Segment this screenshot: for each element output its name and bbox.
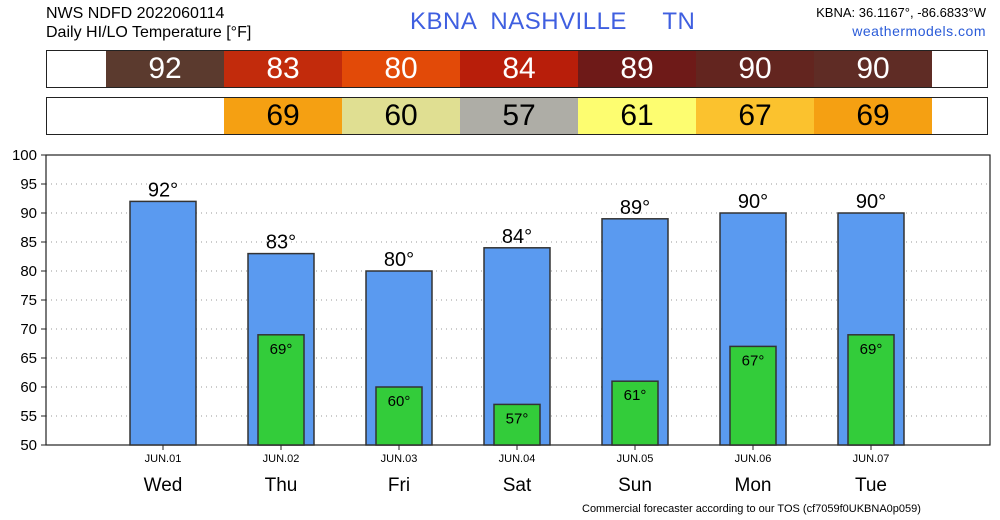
station-coords: KBNA: 36.1167°, -86.6833°W [816,5,986,20]
y-tick-label: 50 [20,437,37,454]
footer-note: Commercial forecaster according to our T… [582,503,921,515]
y-tick-label: 55 [20,408,37,425]
high-temp-cell: 83 [224,51,342,87]
y-tick-label: 80 [20,263,37,280]
y-tick-label: 65 [20,350,37,367]
date-label: JUN.02 [263,453,300,465]
date-label: JUN.01 [145,453,182,465]
day-label: Tue [855,475,887,496]
low-temp-bar [729,345,777,446]
y-tick-label: 85 [20,234,37,251]
y-tick-label: 70 [20,321,37,338]
y-tick-label: 95 [20,176,37,193]
date-label: JUN.05 [617,453,654,465]
low-temp-label: 61° [624,387,647,404]
low-temp-cell: 69 [814,98,932,134]
date-label: JUN.04 [499,453,536,465]
y-tick-label: 75 [20,292,37,309]
high-temperature-strip: 92 83 80 84 89 90 90 [46,50,988,88]
date-label: JUN.03 [381,453,418,465]
low-temp-bar [493,403,541,446]
day-label: Fri [388,475,410,496]
date-label: JUN.07 [853,453,890,465]
day-label: Sun [618,475,652,496]
low-temperature-strip: 69 60 57 61 67 69 [46,97,988,135]
low-temp-cell: 60 [342,98,460,134]
low-temp-label: 60° [388,393,411,410]
high-temp-cell: 89 [578,51,696,87]
day-label: Mon [735,475,772,496]
high-temp-cell: 92 [106,51,224,87]
day-label: Thu [265,475,298,496]
y-tick-label: 100 [12,147,37,164]
high-temp-cell: 84 [460,51,578,87]
station-title: KBNA NASHVILLE TN [410,8,696,35]
site-link[interactable]: weathermodels.com [852,23,986,39]
y-tick-label: 90 [20,205,37,222]
day-label: Sat [503,475,532,496]
low-temp-label: 67° [742,352,765,369]
low-temp-cell: 69 [224,98,342,134]
high-temp-label: 80° [384,249,414,271]
high-temp-cell: 90 [814,51,932,87]
low-temp-cell: 61 [578,98,696,134]
high-temp-label: 92° [148,179,178,201]
low-temp-bar [257,334,305,446]
high-temp-bar [129,200,197,446]
low-temp-label: 57° [506,410,529,427]
date-label: JUN.06 [735,453,772,465]
station-info: KBNA: 36.1167°, -86.6833°W weathermodels… [816,4,986,40]
low-temp-bar [375,386,423,446]
low-temp-bar [611,380,659,446]
high-temp-label: 89° [620,197,650,219]
low-temp-cell [106,98,224,134]
day-label: Wed [144,475,183,496]
product-variable-label: Daily HI/LO Temperature [°F] [46,24,252,41]
high-temp-label: 84° [502,226,532,248]
product-run-label: NWS NDFD 2022060114 [46,5,225,22]
high-temp-label: 90° [738,191,768,213]
high-temp-label: 90° [856,191,886,213]
high-temp-label: 83° [266,232,296,254]
low-temp-cell: 57 [460,98,578,134]
high-temp-cell: 80 [342,51,460,87]
product-header: NWS NDFD 2022060114 Daily HI/LO Temperat… [46,4,251,42]
y-tick-label: 60 [20,379,37,396]
low-temp-label: 69° [270,341,293,358]
low-temp-label: 69° [860,341,883,358]
high-temp-cell: 90 [696,51,814,87]
low-temp-cell: 67 [696,98,814,134]
